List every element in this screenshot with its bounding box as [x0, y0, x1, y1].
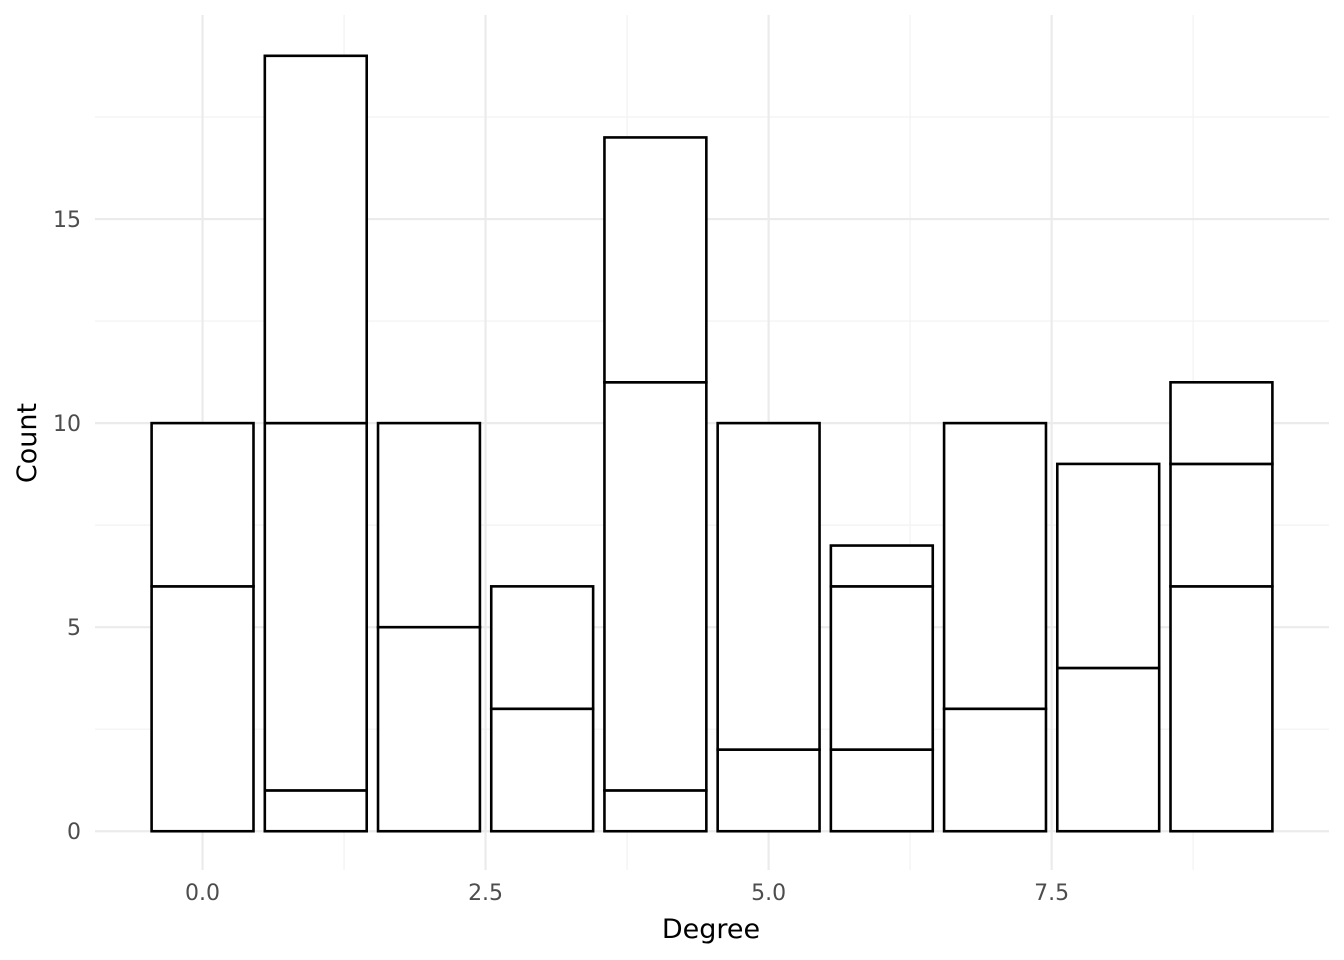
bar-segment: [716, 421, 821, 751]
y-tick-label: 0: [67, 820, 81, 845]
y-axis-title: Count: [12, 403, 43, 483]
bar-segment: [603, 789, 708, 833]
y-tick-label: 5: [67, 616, 81, 641]
x-tick-label: 7.5: [1034, 881, 1069, 906]
bar-segment: [489, 585, 595, 711]
bar-segment: [263, 789, 369, 833]
bar-segment: [829, 748, 935, 833]
x-tick-label: 2.5: [468, 881, 503, 906]
x-tick-label: 5.0: [751, 881, 786, 906]
bar-segment: [942, 707, 1048, 833]
bars: [150, 54, 1274, 833]
bar-segment: [263, 54, 369, 425]
bar-segment: [1169, 462, 1274, 588]
y-tick-label: 10: [53, 412, 81, 437]
tick-labels: 0.0 2.5 5.0 7.5 0 5 10 15: [53, 208, 1069, 906]
bar-segment: [150, 421, 255, 588]
bar-segment: [716, 748, 821, 833]
y-tick-label: 15: [53, 208, 81, 233]
x-axis-title: Degree: [662, 914, 760, 945]
bar-segment: [376, 625, 482, 833]
bar-segment: [150, 585, 255, 833]
bar-segment: [1055, 462, 1161, 670]
bar-segment: [376, 421, 482, 629]
bar-segment: [1169, 381, 1274, 466]
bar-segment: [603, 381, 708, 792]
bar-segment: [263, 421, 369, 792]
bar-segment: [603, 136, 708, 384]
x-tick-label: 0.0: [185, 881, 220, 906]
bar-segment: [1169, 585, 1274, 833]
bar-segment: [829, 585, 935, 751]
bar-segment: [489, 707, 595, 833]
bar-segment: [829, 544, 935, 588]
bar-segment: [942, 421, 1048, 711]
bar-segment: [1055, 666, 1161, 833]
